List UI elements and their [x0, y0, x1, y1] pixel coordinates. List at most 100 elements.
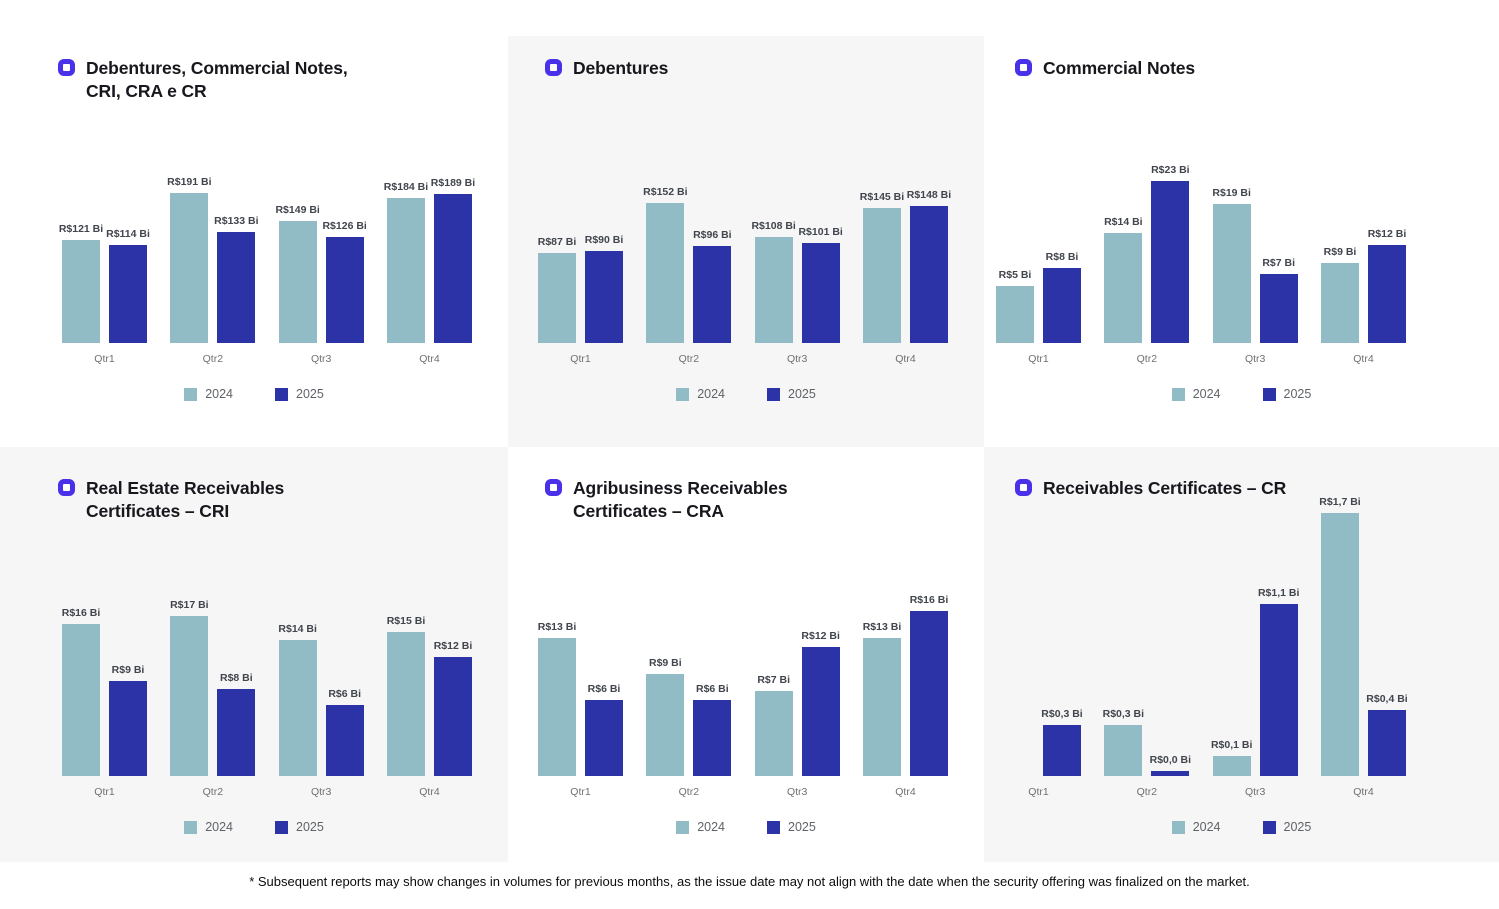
value-label: R$16 Bi	[909, 594, 949, 606]
legend-swatch-2025	[275, 820, 288, 834]
panel-debentures: Debentures R$87 Bi R$90 Bi Qtr1 R$152 Bi R$9…	[508, 36, 984, 447]
chart-body: R$121 Bi R$114 Bi Qtr1 R$191 Bi R$133 Bi Qtr2…	[0, 176, 508, 447]
bar-pair: R$9 Bi R$6 Bi	[646, 611, 732, 776]
bar-2025: R$8 Bi	[217, 672, 256, 776]
legend-swatch-2024	[676, 387, 690, 401]
value-label: R$9 Bi	[111, 664, 145, 676]
bar-group: R$0,1 Bi R$1,1 Bi Qtr3	[1211, 513, 1299, 798]
bar-group: R$149 Bi R$126 Bi Qtr3	[275, 193, 367, 365]
bar-group: R$0,3 Bi R$0,0 Bi Qtr2	[1103, 513, 1192, 798]
bar-pair: R$0,3 Bi	[996, 513, 1083, 776]
bar-group: R$13 Bi R$6 Bi Qtr1	[538, 611, 623, 798]
category-label: Qtr1	[1028, 786, 1049, 798]
legend-label: 2024	[205, 387, 233, 401]
value-label: R$90 Bi	[584, 234, 624, 246]
value-label: R$15 Bi	[386, 615, 426, 627]
legend-item-2025: 2025	[275, 820, 324, 834]
category-label: Qtr2	[678, 786, 700, 798]
legend-label: 2024	[1192, 820, 1221, 834]
bar-pair: R$184 Bi R$189 Bi	[384, 177, 475, 343]
bar-group: R$0,3 Bi Qtr1	[996, 513, 1083, 798]
plot: R$0,3 Bi Qtr1 R$0,3 Bi R$0,0 Bi Qtr2 R$0,1 Bi…	[996, 496, 1408, 798]
legend-label: 2025	[1283, 387, 1312, 401]
value-label: R$12 Bi	[1367, 228, 1407, 240]
bar-group: R$15 Bi R$12 Bi Qtr4	[386, 615, 473, 798]
bar-2025: R$12 Bi	[434, 640, 472, 776]
category-label: Qtr4	[895, 353, 916, 365]
legend-swatch-2024	[1171, 387, 1185, 401]
bar-group: R$108 Bi R$101 Bi Qtr3	[751, 203, 843, 365]
value-label: R$8 Bi	[1045, 251, 1079, 263]
bar-2025: R$8 Bi	[1043, 251, 1081, 343]
bar-2025: R$90 Bi	[585, 234, 623, 343]
value-label: R$145 Bi	[859, 191, 905, 203]
bar-group: R$5 Bi R$8 Bi Qtr1	[996, 181, 1081, 365]
bar-pair: R$15 Bi R$12 Bi	[386, 615, 472, 776]
bar-pair: R$0,3 Bi R$0,0 Bi	[1103, 513, 1192, 776]
value-label: R$8 Bi	[219, 672, 253, 684]
bar-pair: R$121 Bi R$114 Bi	[59, 193, 150, 343]
chart-body: R$0,3 Bi Qtr1 R$0,3 Bi R$0,0 Bi Qtr2 R$0,1 Bi…	[984, 496, 1499, 862]
value-label: R$7 Bi	[757, 674, 790, 686]
bar-2025: R$133 Bi	[214, 215, 259, 343]
value-label: R$6 Bi	[695, 683, 729, 695]
value-label: R$14 Bi	[1104, 216, 1143, 228]
category-label: Qtr4	[419, 786, 440, 798]
value-label: R$13 Bi	[537, 621, 577, 633]
legend-item-2024: 2024	[184, 387, 233, 401]
bar-pair: R$13 Bi R$16 Bi	[862, 594, 948, 776]
legend-label: 2025	[296, 820, 324, 834]
bar-group: R$145 Bi R$148 Bi Qtr4	[860, 189, 951, 365]
category-label: Qtr4	[419, 353, 440, 365]
bar-group: R$152 Bi R$96 Bi Qtr2	[643, 186, 732, 365]
chart-title: Debentures, Commercial Notes, CRI, CRA e…	[58, 57, 508, 103]
value-label: R$0,0 Bi	[1149, 754, 1192, 766]
category-label: Qtr1	[570, 786, 591, 798]
bar-pair: R$152 Bi R$96 Bi	[643, 186, 732, 343]
panel-cr: Receivables Certificates – CR R$0,3 Bi Qt…	[984, 447, 1499, 862]
value-label: R$12 Bi	[801, 630, 840, 642]
bar-pair: R$149 Bi R$126 Bi	[275, 193, 367, 343]
bar-2025: R$101 Bi	[798, 226, 843, 343]
bar-pair: R$0,1 Bi R$1,1 Bi	[1211, 513, 1299, 776]
bar-2024: R$17 Bi	[170, 599, 209, 776]
bar-2024: R$14 Bi	[278, 623, 317, 776]
chart-body: R$87 Bi R$90 Bi Qtr1 R$152 Bi R$96 Bi Qtr2 R$1…	[508, 186, 984, 447]
bar-2025: R$6 Bi	[325, 688, 364, 776]
value-label: R$114 Bi	[106, 228, 150, 240]
bar-pair: R$17 Bi R$8 Bi	[170, 599, 256, 776]
legend-label: 2024	[205, 820, 233, 834]
footnote: * Subsequent reports may show changes in…	[249, 874, 1250, 889]
bar-2025: R$7 Bi	[1259, 257, 1298, 343]
bar-group: R$19 Bi R$7 Bi Qtr3	[1212, 181, 1298, 365]
value-label: R$14 Bi	[278, 623, 317, 635]
value-label: R$1,7 Bi	[1319, 496, 1361, 508]
bar-group: R$1,7 Bi R$0,4 Bi Qtr4	[1319, 496, 1408, 798]
bar-2024: R$108 Bi	[751, 220, 796, 343]
chart-title: Receivables Certificates – CR	[1015, 477, 1499, 500]
legend: 2024 2025	[508, 387, 984, 401]
panel-cri: Real Estate Receivables Certificates – C…	[0, 447, 508, 862]
legend-item-2024: 2024	[1171, 387, 1221, 401]
legend-swatch-2025	[767, 387, 780, 401]
category-label: Qtr2	[1136, 786, 1158, 798]
value-label: R$9 Bi	[1323, 246, 1357, 258]
value-label: R$0,1 Bi	[1210, 739, 1253, 751]
bar-pair: R$19 Bi R$7 Bi	[1212, 181, 1298, 343]
legend-label: 2024	[697, 387, 725, 401]
legend-swatch-2025	[275, 387, 288, 401]
bar-pair: R$1,7 Bi R$0,4 Bi	[1319, 496, 1408, 776]
value-label: R$126 Bi	[322, 220, 367, 232]
bar-2025: R$1,1 Bi	[1258, 587, 1299, 776]
chart-title: Commercial Notes	[1015, 57, 1499, 80]
brand-square-icon	[1015, 59, 1032, 76]
bar-pair: R$87 Bi R$90 Bi	[538, 203, 623, 343]
legend-label: 2025	[1283, 820, 1312, 834]
legend-item-2025: 2025	[275, 387, 324, 401]
category-label: Qtr1	[94, 786, 115, 798]
bar-2024: R$0,1 Bi	[1211, 739, 1252, 776]
bar-2025: R$148 Bi	[907, 189, 951, 343]
bar-group: R$184 Bi R$189 Bi Qtr4	[384, 177, 475, 365]
category-label: Qtr2	[678, 353, 700, 365]
value-label: R$13 Bi	[862, 621, 902, 633]
